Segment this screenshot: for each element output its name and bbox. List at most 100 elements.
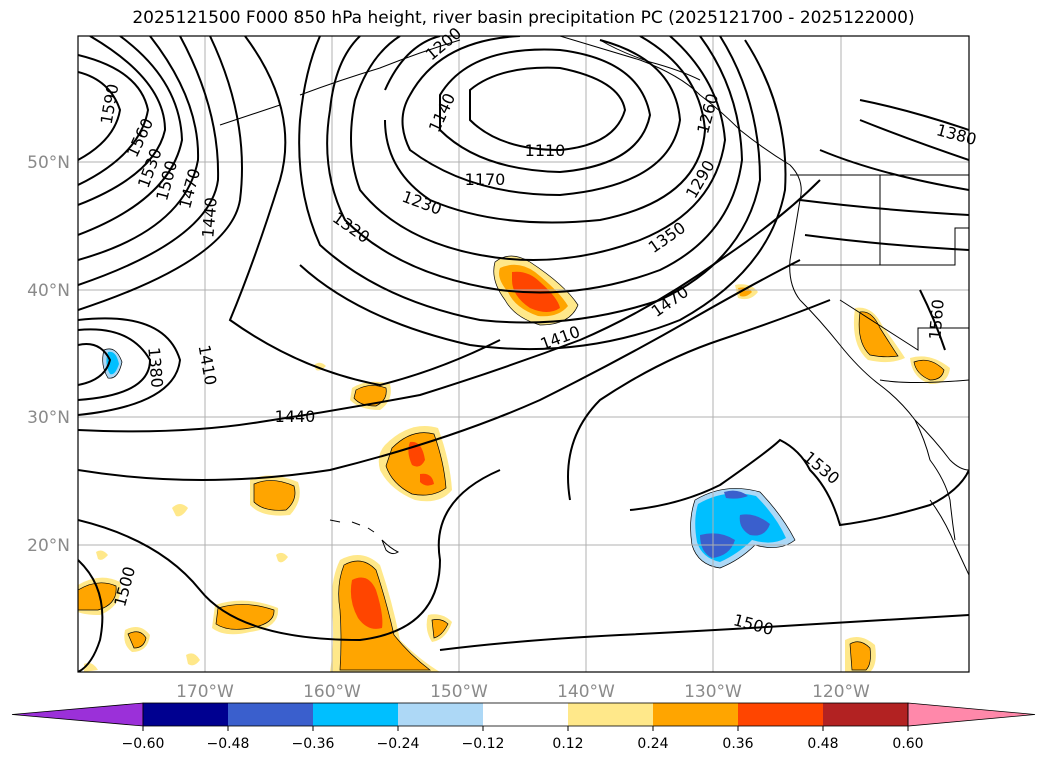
colorbar-tick-label: 0.60 — [892, 736, 923, 752]
map-frame — [77, 35, 970, 673]
colorbar-segment — [738, 703, 823, 726]
contour-line — [78, 259, 801, 481]
precip-region — [276, 552, 288, 563]
colorbar-tick-label: 0.24 — [637, 736, 668, 752]
precip-region — [96, 550, 108, 560]
contour-line — [799, 199, 969, 216]
lon-label: 160°W — [303, 682, 361, 702]
colorbar-tick-label: 0.36 — [722, 736, 753, 752]
coastline — [929, 499, 969, 576]
contour-line — [629, 438, 969, 527]
contour-line — [859, 99, 969, 131]
contour-label: 1110 — [525, 141, 566, 160]
colorbar-tick-label: −0.24 — [377, 736, 420, 752]
precip-region — [739, 514, 770, 536]
colorbar-tick-label: 0.48 — [807, 736, 838, 752]
contour-label: 1560 — [925, 298, 947, 340]
colorbar-tick-label: 0.12 — [552, 736, 583, 752]
contour-line — [469, 66, 627, 152]
lat-label: 50°N — [27, 153, 70, 173]
contour-line — [78, 36, 167, 206]
contour-line — [804, 234, 969, 251]
contour-line — [78, 36, 243, 311]
contour-line — [326, 36, 744, 294]
contour-line — [78, 179, 821, 433]
colorbar-segment — [313, 703, 398, 726]
coastline — [599, 39, 701, 81]
colorbar-segment — [653, 703, 738, 726]
precip-fills — [78, 255, 950, 672]
contour-line — [78, 54, 150, 186]
contour-line — [78, 469, 501, 642]
precip-region — [913, 359, 945, 381]
precip-region — [431, 619, 449, 639]
contour-line — [78, 36, 184, 236]
map-area — [78, 36, 969, 672]
colorbar-segment — [568, 703, 653, 726]
contour-line — [78, 559, 104, 672]
contour-label: 1380 — [144, 346, 166, 388]
coastline — [914, 419, 956, 541]
contour-line — [78, 36, 220, 286]
precip-region — [420, 473, 434, 486]
border — [790, 227, 969, 266]
precip-region — [253, 480, 296, 511]
contour-line — [859, 119, 969, 161]
contour-line — [78, 317, 182, 416]
precip-region — [353, 385, 387, 407]
contour-line — [439, 48, 652, 174]
lon-label: 150°W — [430, 682, 488, 702]
precip-region — [215, 604, 275, 630]
colorbar-segment — [143, 703, 228, 726]
contour-label: 1440 — [275, 407, 316, 426]
lon-label: 170°W — [176, 682, 234, 702]
contour-line — [78, 343, 112, 386]
map-title: 2025121500 F000 850 hPa height, river ba… — [132, 8, 915, 28]
precip-region — [172, 504, 188, 517]
border — [839, 299, 969, 351]
coastline — [219, 104, 281, 126]
precip-region — [350, 577, 383, 629]
contour-label: 1440 — [198, 196, 220, 238]
colorbar-extend-high — [907, 702, 1036, 727]
gridlines — [78, 36, 969, 672]
lon-label: 120°W — [812, 682, 870, 702]
contour-line — [299, 39, 787, 351]
contour-label: 1170 — [465, 170, 506, 189]
colorbar-segment — [483, 703, 568, 726]
colorbar-frame — [142, 702, 909, 727]
lat-label: 20°N — [27, 536, 70, 556]
contour-line — [78, 36, 200, 261]
coastline — [299, 39, 461, 96]
contour-line — [350, 36, 727, 261]
contour-line — [78, 328, 152, 401]
colorbar-tick-label: −0.36 — [292, 736, 335, 752]
contour-line — [78, 71, 122, 161]
colorbar-extend-low — [11, 702, 144, 727]
precip-region — [858, 311, 899, 358]
contour-line — [228, 36, 501, 387]
contour-line — [401, 36, 682, 197]
precip-region — [127, 631, 147, 649]
contour-line — [567, 299, 831, 501]
lon-label: 140°W — [557, 682, 615, 702]
colorbar-tick-label: −0.48 — [207, 736, 250, 752]
longitude-labels: 170°W 160°W 150°W 140°W 130°W 120°W — [176, 682, 870, 702]
colorbar-segment — [228, 703, 313, 726]
contour-line — [298, 36, 762, 324]
latitude-labels: 50°N 40°N 30°N 20°N — [27, 153, 70, 556]
colorbar-segment — [398, 703, 483, 726]
precip-region — [724, 490, 748, 499]
colorbar: −0.60 −0.48 −0.36 −0.24 −0.12 0.12 0.24 0.36 0.4… — [11, 702, 1036, 752]
precip-region — [849, 641, 871, 671]
contour-line — [819, 149, 969, 191]
border — [879, 379, 969, 383]
coastline — [329, 519, 399, 555]
colorbar-tick-label: −0.12 — [462, 736, 505, 752]
lon-label: 130°W — [684, 682, 742, 702]
height-contours — [78, 36, 969, 672]
precip-region — [186, 653, 200, 666]
colorbar-segment — [823, 703, 908, 726]
contour-line — [919, 289, 946, 351]
